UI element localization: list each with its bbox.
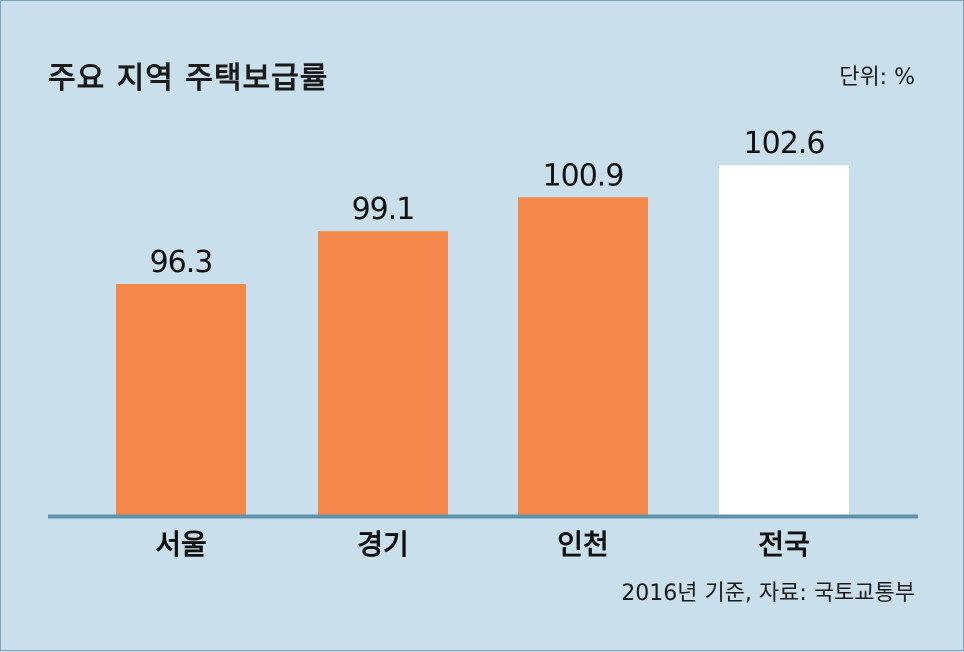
value-label-1: 96.3 bbox=[150, 245, 213, 280]
value-label-2: 99.1 bbox=[352, 192, 415, 227]
unit-note: 단위: % bbox=[839, 65, 915, 90]
chart-title: 주요 지역 주택보급률 bbox=[48, 61, 329, 96]
bar-2 bbox=[318, 231, 448, 515]
bar-4 bbox=[719, 165, 849, 515]
category-label-4: 전국 bbox=[758, 528, 810, 561]
category-label-3: 인천 bbox=[557, 528, 609, 561]
value-label-3: 100.9 bbox=[543, 158, 624, 193]
source-note: 2016년 기준, 자료: 국토교통부 bbox=[621, 581, 915, 606]
bar-3 bbox=[518, 197, 648, 516]
bar-1 bbox=[116, 284, 246, 515]
category-label-1: 서울 bbox=[155, 528, 207, 561]
category-label-2: 경기 bbox=[357, 528, 409, 561]
value-label-4: 102.6 bbox=[744, 126, 825, 161]
